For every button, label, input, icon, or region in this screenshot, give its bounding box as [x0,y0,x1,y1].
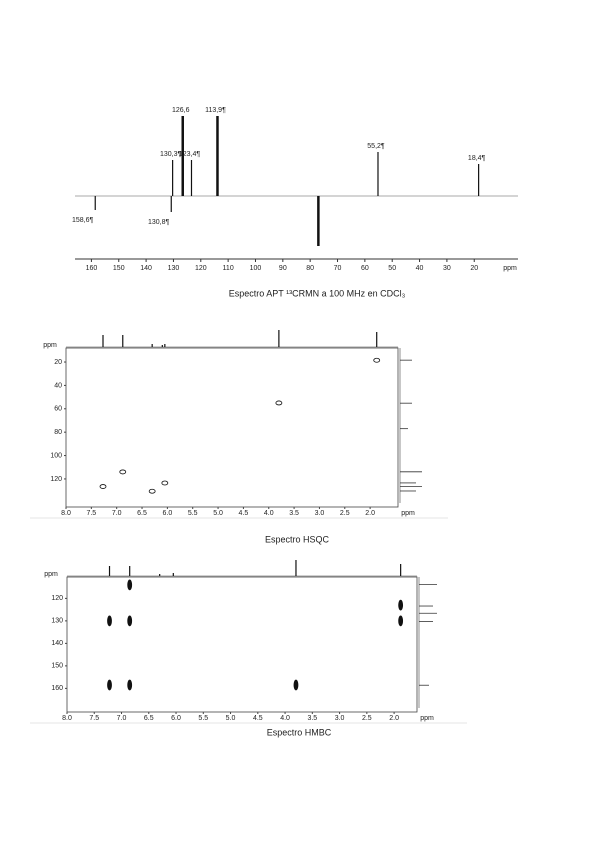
x-tick-label: 7.5 [89,715,99,722]
hmbc-caption: Espectro HMBC [267,727,332,737]
y-unit: ppm [44,571,58,578]
y-tick-label: 120 [50,476,62,483]
cross-peak [127,679,133,691]
cross-peak [293,679,299,691]
x-tick-label: 20 [470,265,478,272]
x-tick-label: 30 [443,265,451,272]
x-tick-label: 2.0 [389,715,399,722]
plot-frame [65,347,399,508]
x-tick-label: 3.5 [307,715,317,722]
peak-label: 113,9¶ [205,107,226,114]
cross-peak [127,579,133,591]
cross-peak [398,599,404,611]
x-tick-label: 3.5 [289,510,299,517]
x-tick-label: 4.5 [239,510,249,517]
y-tick-label: 80 [54,429,62,436]
x-unit: ppm [401,510,415,517]
cross-peak [107,615,112,627]
x-tick-label: 6.5 [137,510,147,517]
x-tick-label: 7.0 [112,510,122,517]
x-tick-label: 4.0 [280,715,290,722]
x-tick-label: 130 [168,265,180,272]
x-tick-label: 3.0 [315,510,325,517]
cross-peak [373,357,381,363]
x-tick-label: 6.0 [171,715,181,722]
x-tick-label: 80 [306,265,314,272]
peak-label: 130,3¶ [160,151,182,158]
x-tick-label: 7.0 [117,715,127,722]
apt-caption: Espectro APT ¹³CRMN a 100 MHz en CDCl₃ [229,288,406,298]
y-tick-label: 100 [50,452,62,459]
x-tick-label: 50 [388,265,396,272]
hsqc-caption: Espectro HSQC [265,534,330,544]
x-tick-label: 5.0 [226,715,236,722]
x-tick-label: 3.0 [335,715,345,722]
x-tick-label: 5.5 [188,510,198,517]
x-tick-label: 6.5 [144,715,154,722]
peak-label: 55,2¶ [367,143,385,150]
x-unit: ppm [420,715,434,722]
y-tick-label: 60 [54,406,62,413]
peak-label: 123,4¶ [179,151,201,158]
y-tick-label: 120 [51,595,63,602]
y-tick-label: 140 [51,640,63,647]
y-tick-label: 150 [51,663,63,670]
x-tick-label: 8.0 [62,715,72,722]
peak-label: 158,6¶ [72,217,94,224]
x-tick-label: 120 [195,265,207,272]
cross-peak [398,615,404,627]
cross-peak [119,469,127,475]
x-tick-label: 4.0 [264,510,274,517]
cross-peak [99,484,107,489]
peak-label: 130,8¶ [148,219,170,226]
x-tick-label: 5.0 [213,510,223,517]
x-tick-label: 2.5 [340,510,350,517]
x-tick-label: 2.5 [362,715,372,722]
peak-label: 18,4¶ [468,155,486,162]
y-unit: ppm [43,342,57,349]
x-tick-label: 7.5 [86,510,96,517]
plot-frame [66,576,418,713]
x-tick-label: 150 [113,265,125,272]
x-tick-label: 160 [86,265,98,272]
x-tick-label: 90 [279,265,287,272]
y-tick-label: 40 [54,382,62,389]
cross-peak [107,679,112,691]
x-tick-label: 4.5 [253,715,263,722]
x-tick-label: 110 [223,265,234,272]
x-tick-label: 100 [250,265,262,272]
x-tick-label: 140 [140,265,152,272]
x-tick-label: 6.0 [163,510,173,517]
x-unit: ppm [503,265,517,272]
x-tick-label: 60 [361,265,369,272]
y-tick-label: 160 [51,685,63,692]
x-tick-label: 5.5 [198,715,208,722]
x-tick-label: 70 [334,265,342,272]
cross-peak [127,615,133,627]
cross-peak [161,480,169,486]
x-tick-label: 8.0 [61,510,71,517]
x-tick-label: 40 [416,265,424,272]
x-tick-label: 2.0 [365,510,375,517]
y-tick-label: 20 [54,359,62,366]
cross-peak [148,488,156,494]
peak-label: 126,6 [172,107,190,114]
cross-peak [275,400,283,406]
y-tick-label: 130 [51,618,63,625]
